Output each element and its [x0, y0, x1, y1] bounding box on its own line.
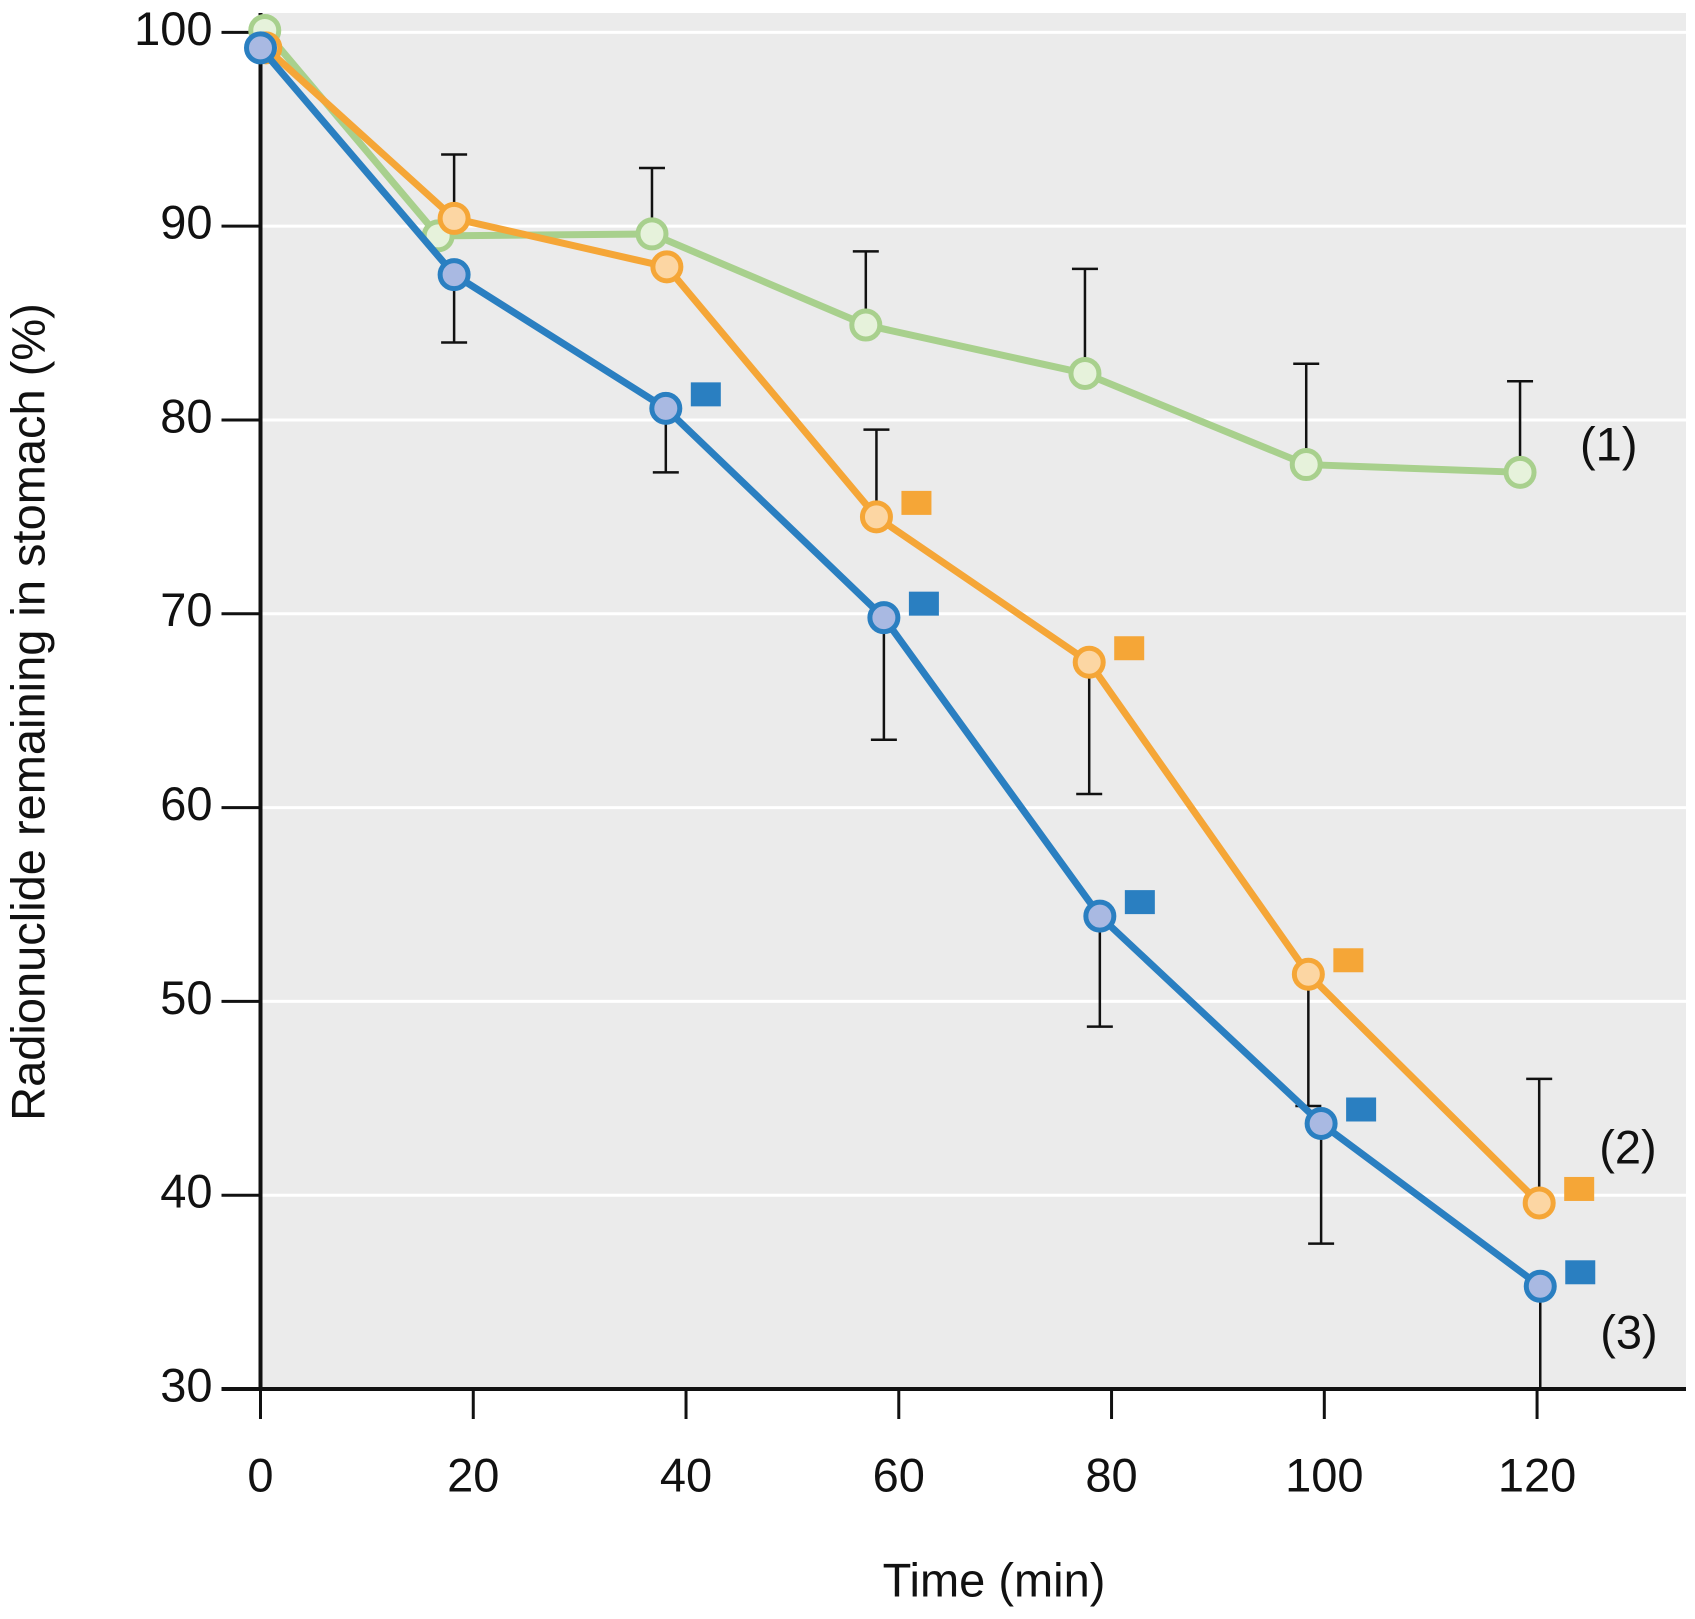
series-label: (3) [1600, 1306, 1657, 1359]
y-tick-label: 90 [160, 196, 212, 249]
x-tick-label: 40 [660, 1448, 712, 1501]
series-label: (2) [1599, 1120, 1656, 1173]
x-tick-label: 80 [1085, 1448, 1137, 1501]
data-point [1503, 455, 1537, 489]
significance-mark [1564, 1176, 1595, 1201]
data-point [1068, 356, 1102, 390]
data-point [849, 308, 883, 342]
significance-mark [1346, 1097, 1377, 1122]
data-point [867, 601, 901, 635]
x-tick-label: 120 [1498, 1448, 1576, 1501]
significance-mark [690, 382, 721, 407]
y-tick-label: 30 [160, 1358, 212, 1411]
data-point [859, 500, 893, 534]
plot-background [260, 13, 1686, 1389]
data-point [1304, 1106, 1338, 1140]
data-point [1289, 448, 1323, 482]
x-axis-label: Time (min) [883, 1553, 1106, 1606]
data-point [650, 250, 684, 284]
data-point [635, 217, 669, 251]
y-tick-label: 40 [160, 1165, 212, 1218]
data-point [1083, 899, 1117, 933]
significance-mark [908, 591, 939, 616]
y-tick-label: 60 [160, 777, 212, 830]
x-tick-label: 100 [1285, 1448, 1363, 1501]
data-point [437, 201, 471, 235]
data-point [649, 391, 683, 425]
significance-mark [1333, 948, 1364, 973]
y-tick-label: 50 [160, 971, 212, 1024]
significance-mark [1565, 1260, 1596, 1285]
x-tick-label: 0 [247, 1448, 273, 1501]
significance-mark [901, 490, 932, 515]
data-point [437, 258, 471, 292]
data-point [1072, 645, 1106, 679]
y-tick-label: 70 [160, 583, 212, 636]
significance-mark [1114, 636, 1145, 661]
data-point [1291, 957, 1325, 991]
data-point [1523, 1269, 1557, 1303]
y-tick-label: 80 [160, 389, 212, 442]
data-point [1522, 1186, 1556, 1220]
significance-mark [1124, 890, 1155, 915]
y-axis-label: Radionuclide remaining in stomach (%) [1, 303, 54, 1121]
x-tick-label: 60 [873, 1448, 925, 1501]
series-label: (1) [1580, 418, 1637, 471]
x-tick-label: 20 [447, 1448, 499, 1501]
data-point [244, 31, 277, 65]
y-tick-label: 100 [134, 2, 212, 55]
